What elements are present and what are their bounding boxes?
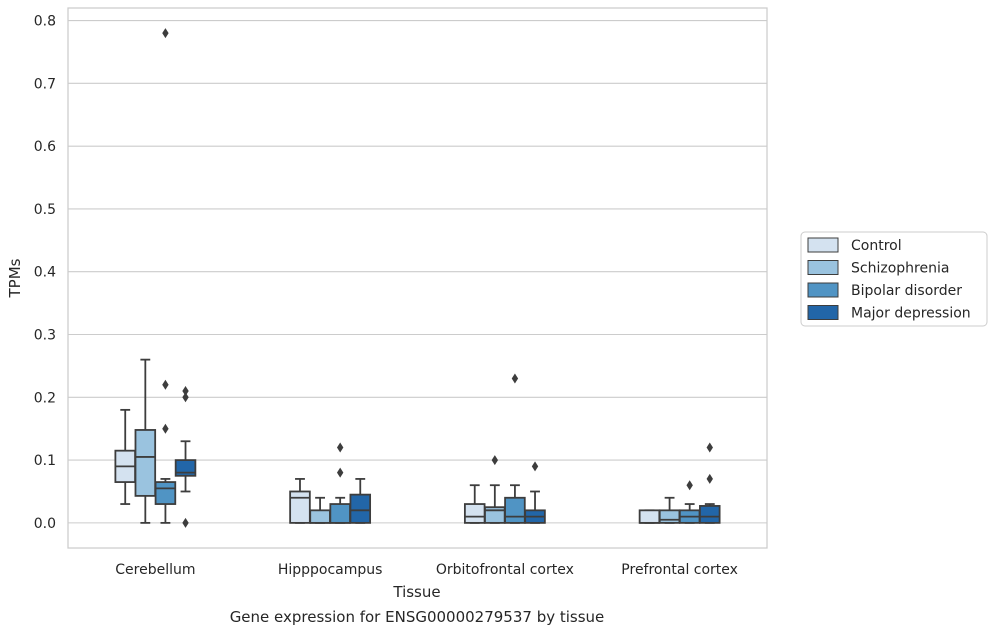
box-group: [524, 461, 546, 524]
box: [134, 429, 157, 497]
y-tick-label: 0.7: [34, 76, 56, 92]
box-group: [289, 478, 311, 524]
box: [638, 509, 661, 524]
legend-entry: Major depression: [851, 306, 971, 322]
outlier-point: [706, 473, 713, 484]
box: [154, 481, 177, 505]
legend-entry: Schizophrenia: [851, 261, 949, 277]
y-tick-label: 0.2: [34, 390, 56, 406]
box-group: [349, 478, 372, 524]
legend-frame: [800, 231, 988, 327]
y-tick-label: 0.0: [34, 516, 56, 532]
box-group: [699, 442, 721, 524]
box-group: [329, 442, 351, 524]
box: [349, 493, 372, 524]
outlier-point: [182, 386, 189, 397]
box: [699, 505, 721, 524]
outlier-point: [336, 467, 344, 478]
y-tick-label: 0.4: [34, 265, 56, 281]
x-tick-label: Prefrontal cortex: [621, 562, 738, 578]
y-tick-label: 0.6: [34, 139, 56, 155]
x-axis-ticks: Cerebellum Hipppocampus Orbitofrontal cort…: [115, 562, 738, 578]
y-axis-label: TPMs: [6, 258, 24, 298]
outlier-point: [162, 423, 169, 434]
outlier-point: [686, 480, 693, 491]
box-group: [504, 373, 526, 524]
x-tick-label: Hipppocampus: [278, 562, 383, 578]
y-tick-label: 0.1: [34, 453, 56, 469]
box-group: [678, 480, 701, 524]
box-group: [154, 28, 177, 524]
box-group: [174, 386, 197, 528]
box-group: [484, 455, 506, 524]
legend-swatch: [807, 260, 839, 275]
box-series: [114, 28, 721, 528]
legend-swatch: [807, 237, 839, 253]
box: [329, 503, 351, 524]
box-group: [114, 408, 136, 505]
x-tick-label: Orbitofrontal cortex: [436, 562, 574, 578]
box-group: [638, 509, 661, 524]
outlier-point: [531, 461, 539, 472]
box-group: [134, 358, 157, 524]
outlier-point: [706, 442, 713, 453]
y-tick-label: 0.3: [34, 328, 56, 344]
chart-caption: Gene expression for ENSG00000279537 by t…: [230, 608, 605, 626]
legend-entry: Control: [851, 238, 902, 254]
plot-frame: [67, 7, 768, 549]
legend-swatch: [807, 282, 839, 298]
outlier-point: [162, 28, 169, 39]
box: [658, 509, 681, 524]
box-group: [463, 484, 486, 524]
outlier-point: [336, 442, 344, 453]
box-group: [309, 496, 331, 524]
box: [463, 503, 486, 524]
x-axis-label: Tissue: [392, 583, 440, 601]
y-tick-label: 0.5: [34, 202, 56, 218]
legend-swatch: [807, 305, 839, 320]
box: [504, 496, 526, 524]
box: [289, 490, 311, 524]
outlier-point: [162, 379, 169, 390]
outlier-point: [182, 517, 189, 528]
box-group: [658, 496, 681, 524]
y-axis-ticks: 0.0 0.1 0.2 0.3 0.4 0.5 0.6 0.7 0.8: [34, 14, 56, 532]
gridlines: [68, 20, 767, 524]
outlier-point: [182, 392, 189, 403]
x-tick-label: Cerebellum: [115, 562, 195, 578]
outlier-point: [491, 455, 499, 466]
outlier-point: [511, 373, 519, 384]
legend: Control Schizophrenia Bipolar disorder Majo…: [800, 231, 988, 327]
box: [309, 509, 331, 524]
y-tick-label: 0.8: [34, 14, 56, 30]
legend-entry: Bipolar disorder: [851, 283, 962, 299]
